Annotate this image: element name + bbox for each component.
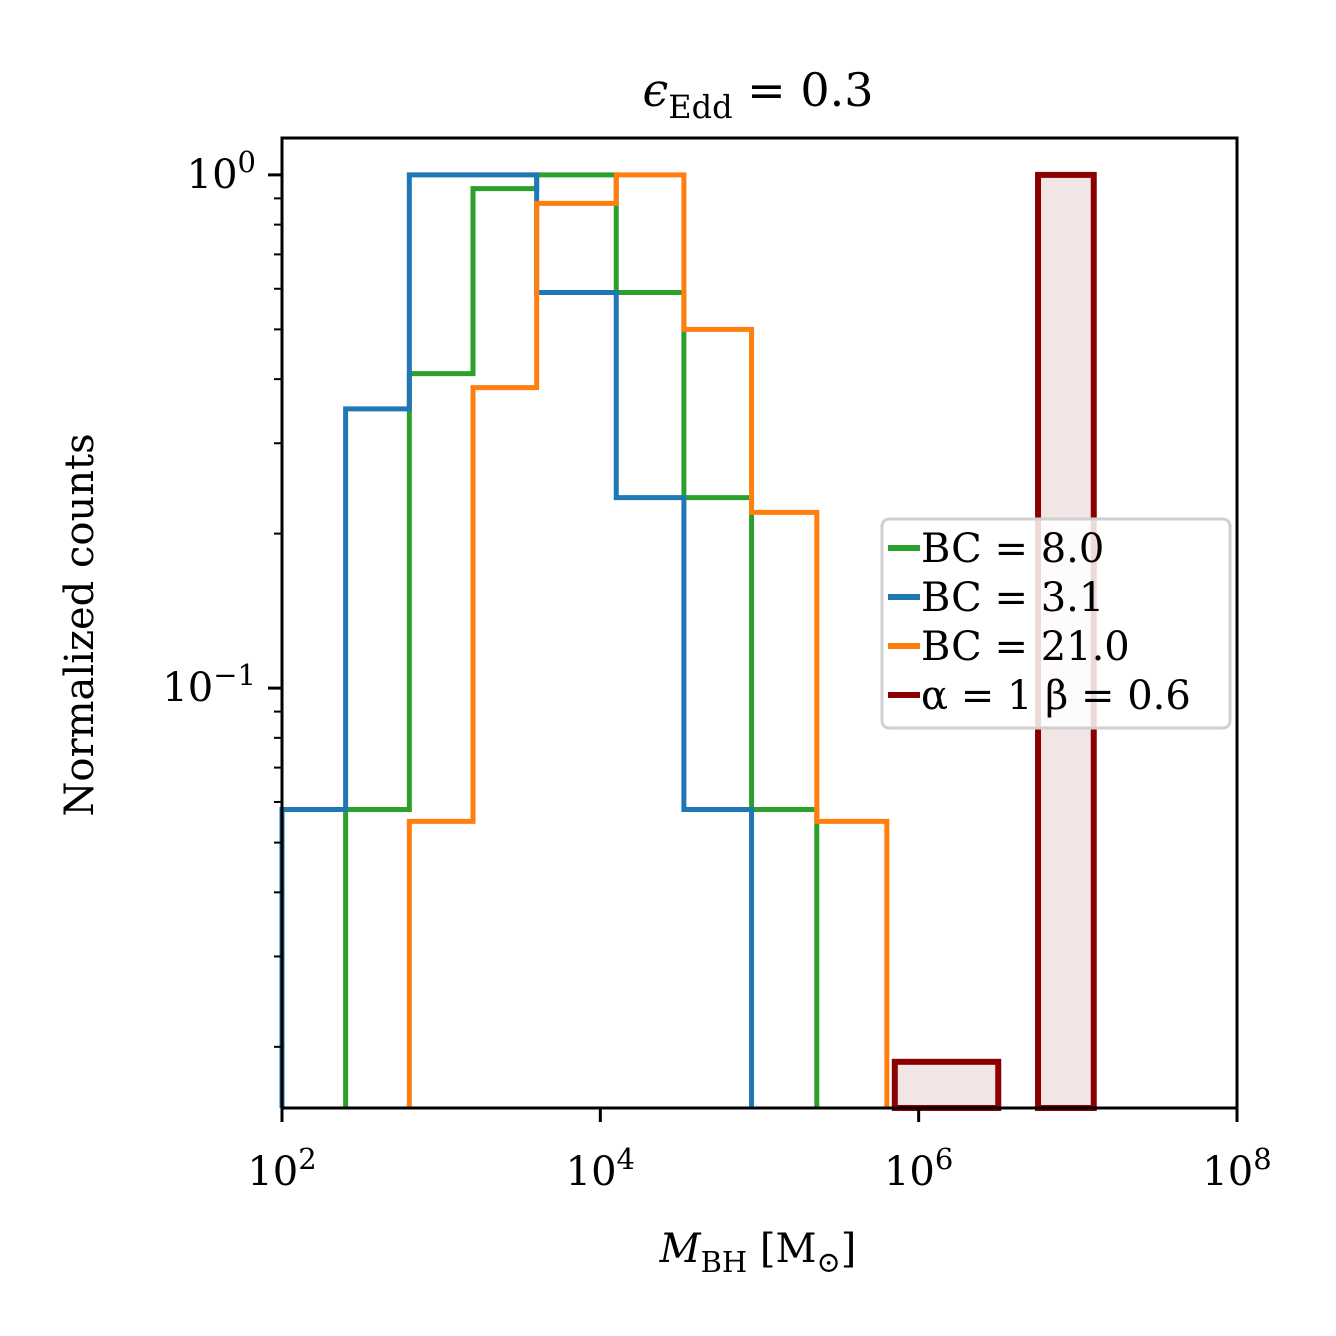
series-3 <box>406 172 890 1108</box>
legend-box <box>880 517 1232 730</box>
histogram-step-line <box>406 172 890 1108</box>
legend: BC = 8.0BC = 3.1BC = 21.0α = 1 β = 0.6 <box>880 517 1232 730</box>
y-axis-label: Normalized counts <box>57 433 103 816</box>
histogram-step-line <box>343 172 820 1108</box>
series-1 <box>343 172 820 1108</box>
histogram-bar <box>891 1058 1002 1112</box>
y-tick-label: 100 <box>187 145 256 198</box>
x-tick-label: 108 <box>1202 1142 1271 1195</box>
histogram-step-line <box>279 172 755 1108</box>
series-2 <box>279 172 755 1108</box>
ticks-layer: 102 104 106 108 100 10−1 <box>162 145 1271 1195</box>
legend-entry-label: BC = 8.0 <box>921 526 1104 572</box>
y-tick-label: 10−1 <box>162 658 256 711</box>
legend-entry-label: BC = 3.1 <box>921 575 1104 621</box>
legend-entry-label: α = 1 β = 0.6 <box>921 673 1191 719</box>
legend-entry-label: BC = 21.0 <box>921 624 1130 670</box>
chart-title: ϵEdd = 0.3 <box>642 63 873 126</box>
x-tick-label: 106 <box>884 1142 953 1195</box>
plot-frame <box>280 136 1239 1110</box>
x-axis-label: MBH [M⊙] <box>659 1226 857 1279</box>
x-tick-label: 102 <box>247 1142 316 1195</box>
x-tick-label: 104 <box>566 1142 635 1195</box>
